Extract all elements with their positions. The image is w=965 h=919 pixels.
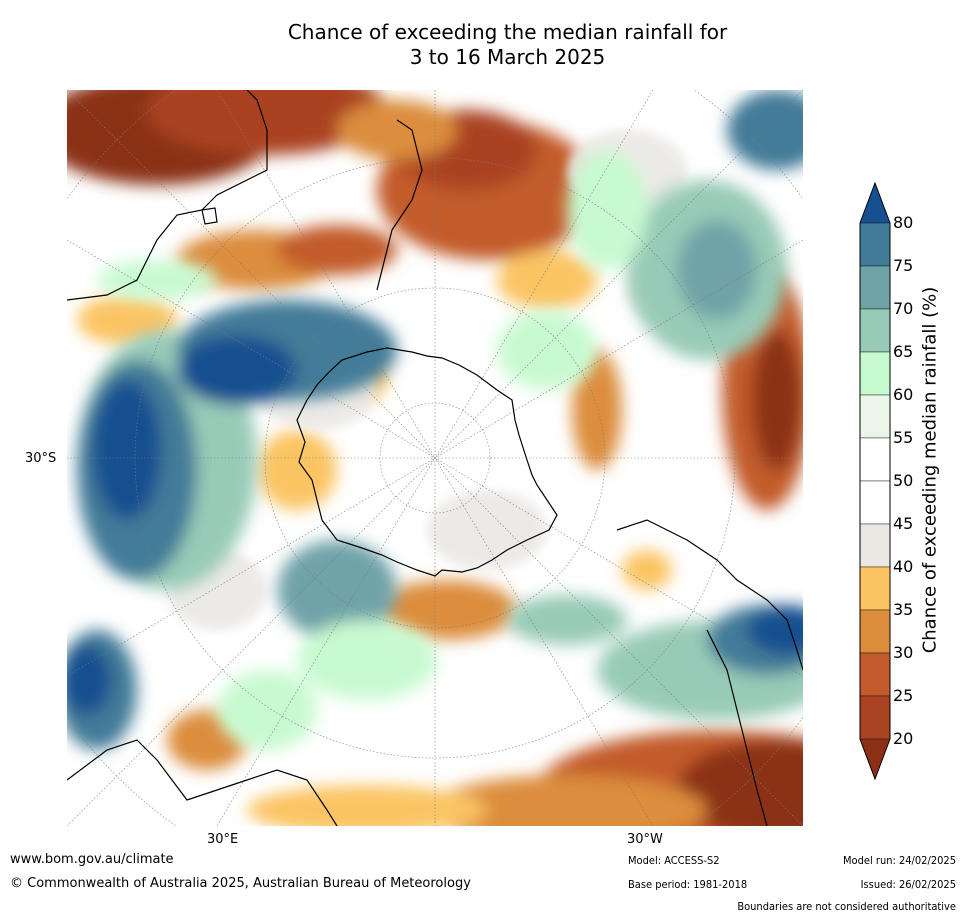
colorbar-band	[859, 394, 891, 439]
colorbar-band	[859, 609, 891, 654]
disclaimer: Boundaries are not considered authoritat…	[737, 900, 956, 913]
longitude-label-30w: 30°W	[627, 832, 663, 847]
colorbar-tick-label: 80	[893, 213, 914, 232]
colorbar-tick-label: 65	[893, 342, 914, 361]
colorbar-band	[859, 308, 891, 353]
colorbar-tick-label: 40	[893, 557, 914, 576]
wet-regions	[67, 90, 803, 750]
new-zealand-coastline	[376, 119, 423, 291]
rainfall-map-svg	[67, 90, 803, 826]
colorbar-tick-label: 75	[893, 256, 914, 275]
colorbar-band	[859, 695, 891, 740]
latitude-label-30s: 30°S	[25, 451, 57, 466]
title-line-2: 3 to 16 March 2025	[409, 45, 606, 69]
model-run: Model run: 24/02/2025	[843, 854, 956, 867]
base-period: Base period: 1981-2018	[628, 878, 748, 891]
colorbar-tick-label: 50	[893, 471, 914, 490]
rainfall-map[interactable]	[67, 90, 803, 826]
colorbar	[859, 181, 891, 781]
colorbar-outline	[859, 181, 891, 781]
title-line-1: Chance of exceeding the median rainfall …	[287, 20, 728, 44]
graticule	[67, 90, 803, 826]
colorbar-band	[859, 566, 891, 611]
dry-regions	[67, 90, 803, 826]
colorbar-band	[859, 523, 891, 568]
australia-coastline	[67, 90, 268, 301]
colorbar-band	[859, 222, 891, 267]
colorbar-arrow-bottom	[860, 739, 890, 779]
colorbar-tick-label: 20	[893, 729, 914, 748]
colorbar-arrow-top	[860, 183, 890, 223]
colorbar-band	[859, 265, 891, 310]
colorbar-tick-label: 70	[893, 299, 914, 318]
colorbar-tick-label: 35	[893, 600, 914, 619]
copyright-text: © Commonwealth of Australia 2025, Austra…	[10, 876, 471, 891]
issued-date: Issued: 26/02/2025	[860, 878, 956, 891]
colorbar-tick-label: 60	[893, 385, 914, 404]
colorbar-bands	[859, 183, 891, 779]
africa-coastline	[67, 739, 338, 826]
tasmania-coastline	[201, 207, 218, 225]
south-america-coastline-2	[706, 629, 768, 826]
model-name: Model: ACCESS-S2	[628, 854, 720, 867]
colorbar-band	[859, 652, 891, 697]
colorbar-band	[859, 351, 891, 396]
colorbar-label: Chance of exceeding median rainfall (%)	[919, 286, 941, 654]
south-america-coastline	[616, 519, 803, 671]
colorbar-band	[859, 437, 891, 482]
longitude-label-30e: 30°E	[207, 832, 239, 847]
map-title: Chance of exceeding the median rainfall …	[0, 20, 965, 70]
colorbar-tick-label: 45	[893, 514, 914, 533]
antarctica-coastline	[296, 347, 558, 577]
colorbar-tick-label: 25	[893, 686, 914, 705]
website-link[interactable]: www.bom.gov.au/climate	[10, 852, 174, 867]
colorbar-tick-label: 55	[893, 428, 914, 447]
colorbar-band	[859, 480, 891, 525]
coastlines	[67, 90, 803, 826]
colorbar-tick-label: 30	[893, 643, 914, 662]
